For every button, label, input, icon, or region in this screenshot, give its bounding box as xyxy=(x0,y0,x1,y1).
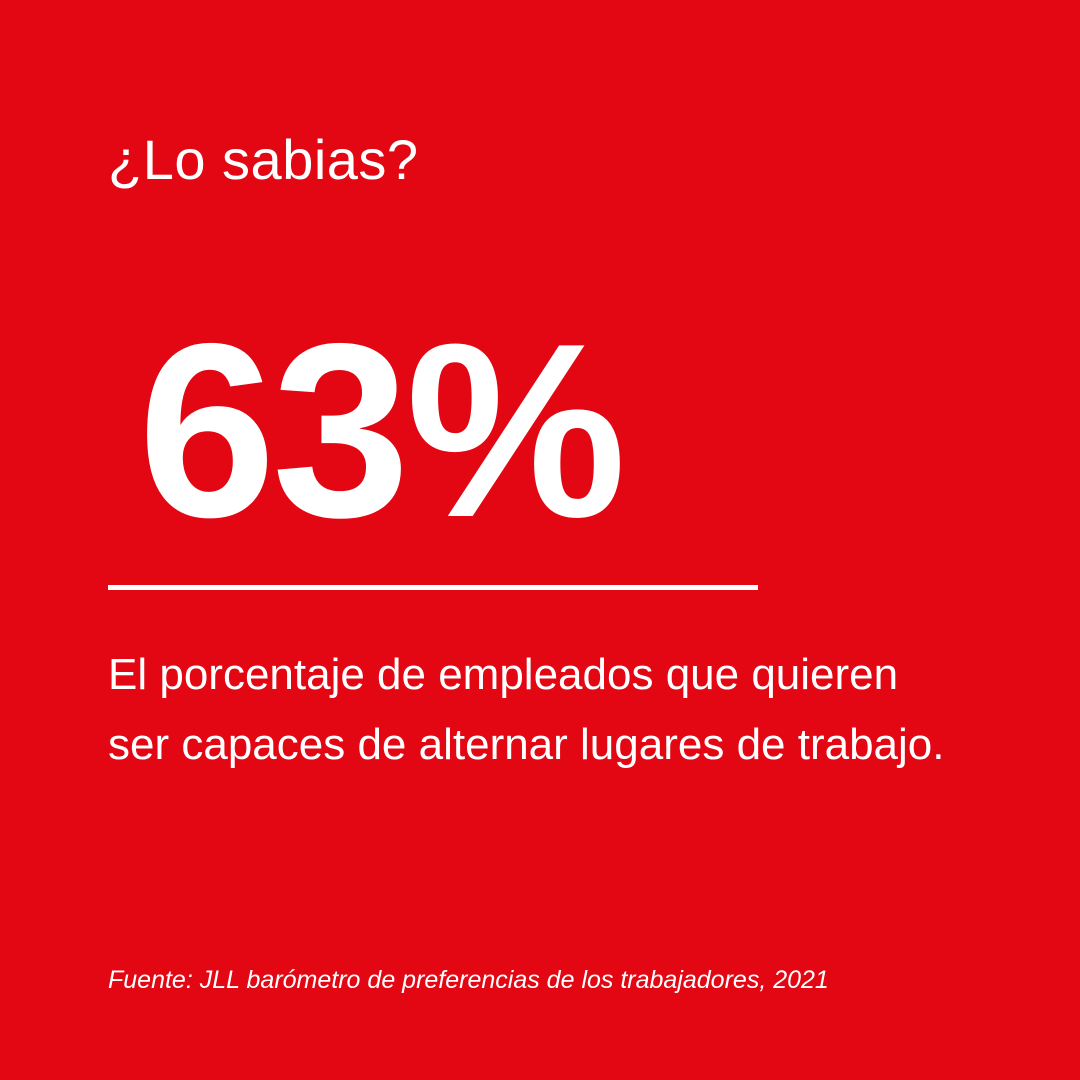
source-citation: Fuente: JLL barómetro de preferencias de… xyxy=(108,966,829,994)
stat-description: El porcentaje de empleados que quieren s… xyxy=(108,650,945,769)
heading: ¿Lo sabias? xyxy=(108,128,419,191)
stat-value: 63% xyxy=(138,291,626,569)
divider xyxy=(108,585,758,590)
